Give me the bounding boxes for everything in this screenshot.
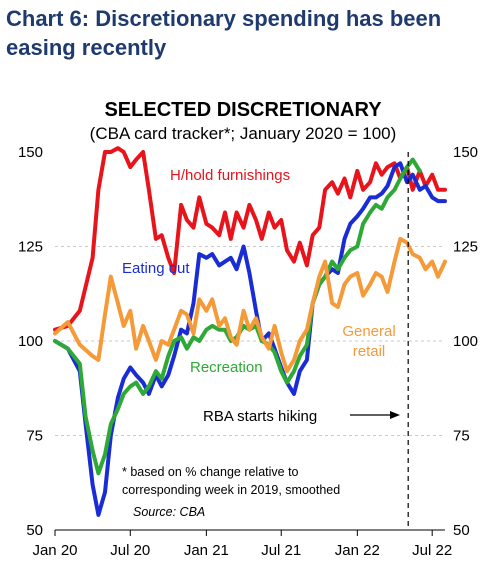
label-recreation: Recreation (190, 359, 263, 376)
x-axis: Jan 20 Jul 20 Jan 21 Jul 21 Jan 22 Jul 22 (32, 529, 452, 559)
x-tick-label-2020-07: Jul 20 (110, 542, 150, 559)
label-eating-out: Eating out (122, 260, 190, 277)
y-tick-left-125: 125 (18, 239, 43, 256)
series-line-general-retail (53, 236, 447, 374)
gridlines (55, 246, 445, 436)
footnote-line-1: * based on % change relative to (122, 465, 299, 479)
rba-annotation-arrowhead (390, 411, 400, 419)
y-axis-left: 50 75 100 125 150 (18, 144, 43, 539)
y-tick-left-100: 100 (18, 333, 43, 350)
y-tick-left-75: 75 (26, 428, 43, 445)
label-general-retail-line-2: retail (353, 343, 386, 360)
series-line-recreation (53, 157, 422, 476)
y-tick-right-100: 100 (453, 333, 478, 350)
chart-title: SELECTED DISCRETIONARY (104, 99, 382, 121)
x-tick-label-2021-07: Jul 21 (261, 542, 301, 559)
x-tick-label-2022-07: Jul 22 (412, 542, 452, 559)
y-tick-right-150: 150 (453, 144, 478, 161)
y-tick-left-50: 50 (26, 522, 43, 539)
series-line-eating-out (53, 161, 447, 517)
page-title-line-2: easing recently (6, 35, 167, 60)
rba-annotation-text: RBA starts hiking (203, 408, 317, 425)
series-line-h-hold-furnishings (53, 146, 447, 332)
source-note: Source: CBA (133, 505, 205, 519)
y-axis-right: 50 75 100 125 150 (453, 144, 478, 539)
page-title-line-1: Chart 6: Discretionary spending has been (6, 6, 442, 31)
x-tick-label-2020-01: Jan 20 (32, 542, 77, 559)
chart-subtitle: (CBA card tracker*; January 2020 = 100) (90, 124, 397, 143)
y-tick-right-125: 125 (453, 239, 478, 256)
y-tick-right-50: 50 (453, 522, 470, 539)
footnote-line-2: corresponding week in 2019, smoothed (122, 483, 340, 497)
y-tick-left-150: 150 (18, 144, 43, 161)
page-title: Chart 6: Discretionary spending has been… (6, 4, 496, 62)
label-general-retail-line-1: General (342, 323, 395, 340)
x-tick-label-2022-01: Jan 22 (335, 542, 380, 559)
y-tick-right-75: 75 (453, 428, 470, 445)
x-tick-label-2021-01: Jan 21 (184, 542, 229, 559)
series-lines (53, 146, 447, 517)
label-hhold-furnishings: H/hold furnishings (170, 167, 290, 184)
